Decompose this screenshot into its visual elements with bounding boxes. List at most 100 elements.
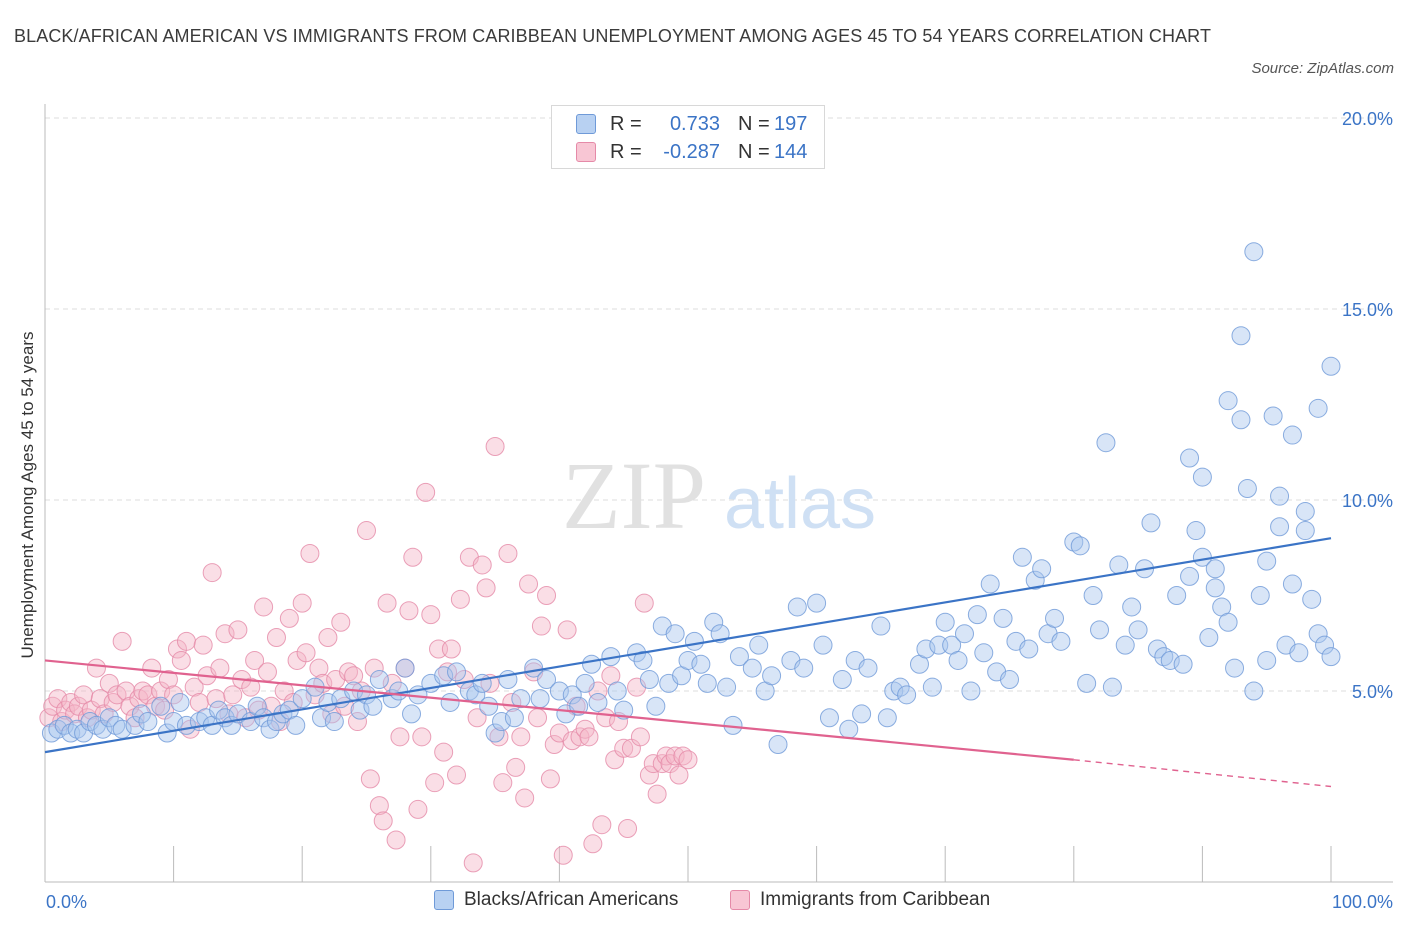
data-point-caribbean xyxy=(151,681,171,701)
data-point-caribbean xyxy=(463,853,483,873)
legend-item-caribbean[interactable]: Immigrants from Caribbean xyxy=(730,889,990,911)
data-point-black xyxy=(466,685,486,705)
data-point-caribbean xyxy=(292,593,312,613)
data-point-caribbean xyxy=(515,788,535,808)
data-point-black xyxy=(1257,551,1277,571)
data-point-black xyxy=(858,658,878,678)
x-tick-label: 0.0% xyxy=(46,892,87,912)
data-point-caribbean xyxy=(390,727,410,747)
data-point-caribbean xyxy=(673,746,693,766)
data-point-black xyxy=(961,681,981,701)
legend-item-black[interactable]: Blacks/African Americans xyxy=(434,889,678,911)
series-black-points xyxy=(41,242,1341,754)
series-legend: Blacks/African Americans Immigrants from… xyxy=(0,889,1406,915)
data-point-black xyxy=(1237,479,1257,499)
data-point-black xyxy=(1282,425,1302,445)
data-point-black xyxy=(472,673,492,693)
data-point-black xyxy=(485,723,505,743)
data-point-black xyxy=(151,696,171,716)
data-point-black xyxy=(582,654,602,674)
data-point-caribbean xyxy=(112,631,132,651)
y-axis-label: Unemployment Among Ages 45 to 54 years xyxy=(18,331,37,659)
data-point-black xyxy=(871,616,891,636)
data-point-caribbean xyxy=(171,650,191,670)
data-point-black xyxy=(138,712,158,732)
data-point-black xyxy=(562,685,582,705)
legend-n-label: N = xyxy=(738,112,770,135)
data-point-caribbean xyxy=(369,796,389,816)
axes xyxy=(44,104,1393,883)
data-point-black xyxy=(1257,650,1277,670)
data-point-black xyxy=(646,696,666,716)
data-point-caribbean xyxy=(639,765,659,785)
data-point-black xyxy=(639,670,659,690)
data-point-black xyxy=(1218,612,1238,632)
data-point-black xyxy=(890,677,910,697)
data-point-black xyxy=(131,704,151,724)
data-point-caribbean xyxy=(614,738,634,758)
data-point-black xyxy=(704,612,724,632)
data-point-black xyxy=(1308,398,1328,418)
data-point-caribbean xyxy=(300,543,320,563)
data-point-black xyxy=(1231,326,1251,346)
data-point-black xyxy=(549,681,569,701)
data-point-black xyxy=(1308,624,1328,644)
data-point-black xyxy=(1115,635,1135,655)
data-point-caribbean xyxy=(338,662,358,682)
source-label: Source: ZipAtlas.com xyxy=(1251,60,1394,77)
data-point-caribbean xyxy=(618,819,638,839)
data-point-black xyxy=(1263,406,1283,426)
data-point-black xyxy=(1244,242,1264,262)
data-point-black xyxy=(504,708,524,728)
data-point-black xyxy=(402,704,422,724)
data-point-caribbean xyxy=(511,727,531,747)
watermark-zip: ZIP xyxy=(562,442,706,549)
data-point-black xyxy=(1199,628,1219,648)
data-point-black xyxy=(807,593,827,613)
data-point-black xyxy=(980,574,1000,594)
legend-r-value: 0.733 xyxy=(669,112,720,135)
data-point-caribbean xyxy=(382,673,402,693)
data-point-black xyxy=(447,662,467,682)
legend-r-value: -0.287 xyxy=(663,140,720,163)
data-point-black xyxy=(99,708,119,728)
data-point-caribbean xyxy=(176,631,196,651)
legend-swatch-blue xyxy=(576,114,596,134)
watermark: ZIP atlas xyxy=(562,442,876,549)
data-point-caribbean xyxy=(318,628,338,648)
data-point-caribbean xyxy=(421,605,441,625)
data-point-caribbean xyxy=(86,658,106,678)
data-point-caribbean xyxy=(399,601,419,621)
data-point-caribbean xyxy=(403,547,423,567)
legend-row-black: R = 0.733 N = 197 xyxy=(576,112,807,136)
data-point-caribbean xyxy=(412,727,432,747)
data-point-caribbean xyxy=(241,677,261,697)
data-point-black xyxy=(852,704,872,724)
data-point-black xyxy=(1045,608,1065,628)
data-point-black xyxy=(1141,513,1161,533)
data-point-black xyxy=(1225,658,1245,678)
legend-n-value: 144 xyxy=(774,140,808,163)
data-point-black xyxy=(897,685,917,705)
data-point-black xyxy=(1083,586,1103,605)
data-point-caribbean xyxy=(665,746,685,766)
data-point-caribbean xyxy=(215,624,235,644)
data-point-black xyxy=(1289,643,1309,663)
data-point-caribbean xyxy=(373,811,393,831)
legend-swatch-blue xyxy=(434,890,454,910)
data-point-caribbean xyxy=(493,773,513,793)
tick-labels: 5.0% 10.0% 15.0% 20.0% 0.0% 100.0% xyxy=(46,109,1393,912)
data-point-black xyxy=(948,650,968,670)
data-point-caribbean xyxy=(377,593,397,613)
data-point-black xyxy=(787,597,807,617)
trend-line-black xyxy=(44,537,1332,754)
data-point-black xyxy=(819,708,839,728)
data-point-caribbean xyxy=(193,635,213,655)
data-point-black xyxy=(363,696,383,716)
data-point-black xyxy=(1012,547,1032,567)
data-point-black xyxy=(877,708,897,728)
data-point-black xyxy=(1160,650,1180,670)
data-point-caribbean xyxy=(544,734,564,754)
data-point-caribbean xyxy=(296,643,316,663)
